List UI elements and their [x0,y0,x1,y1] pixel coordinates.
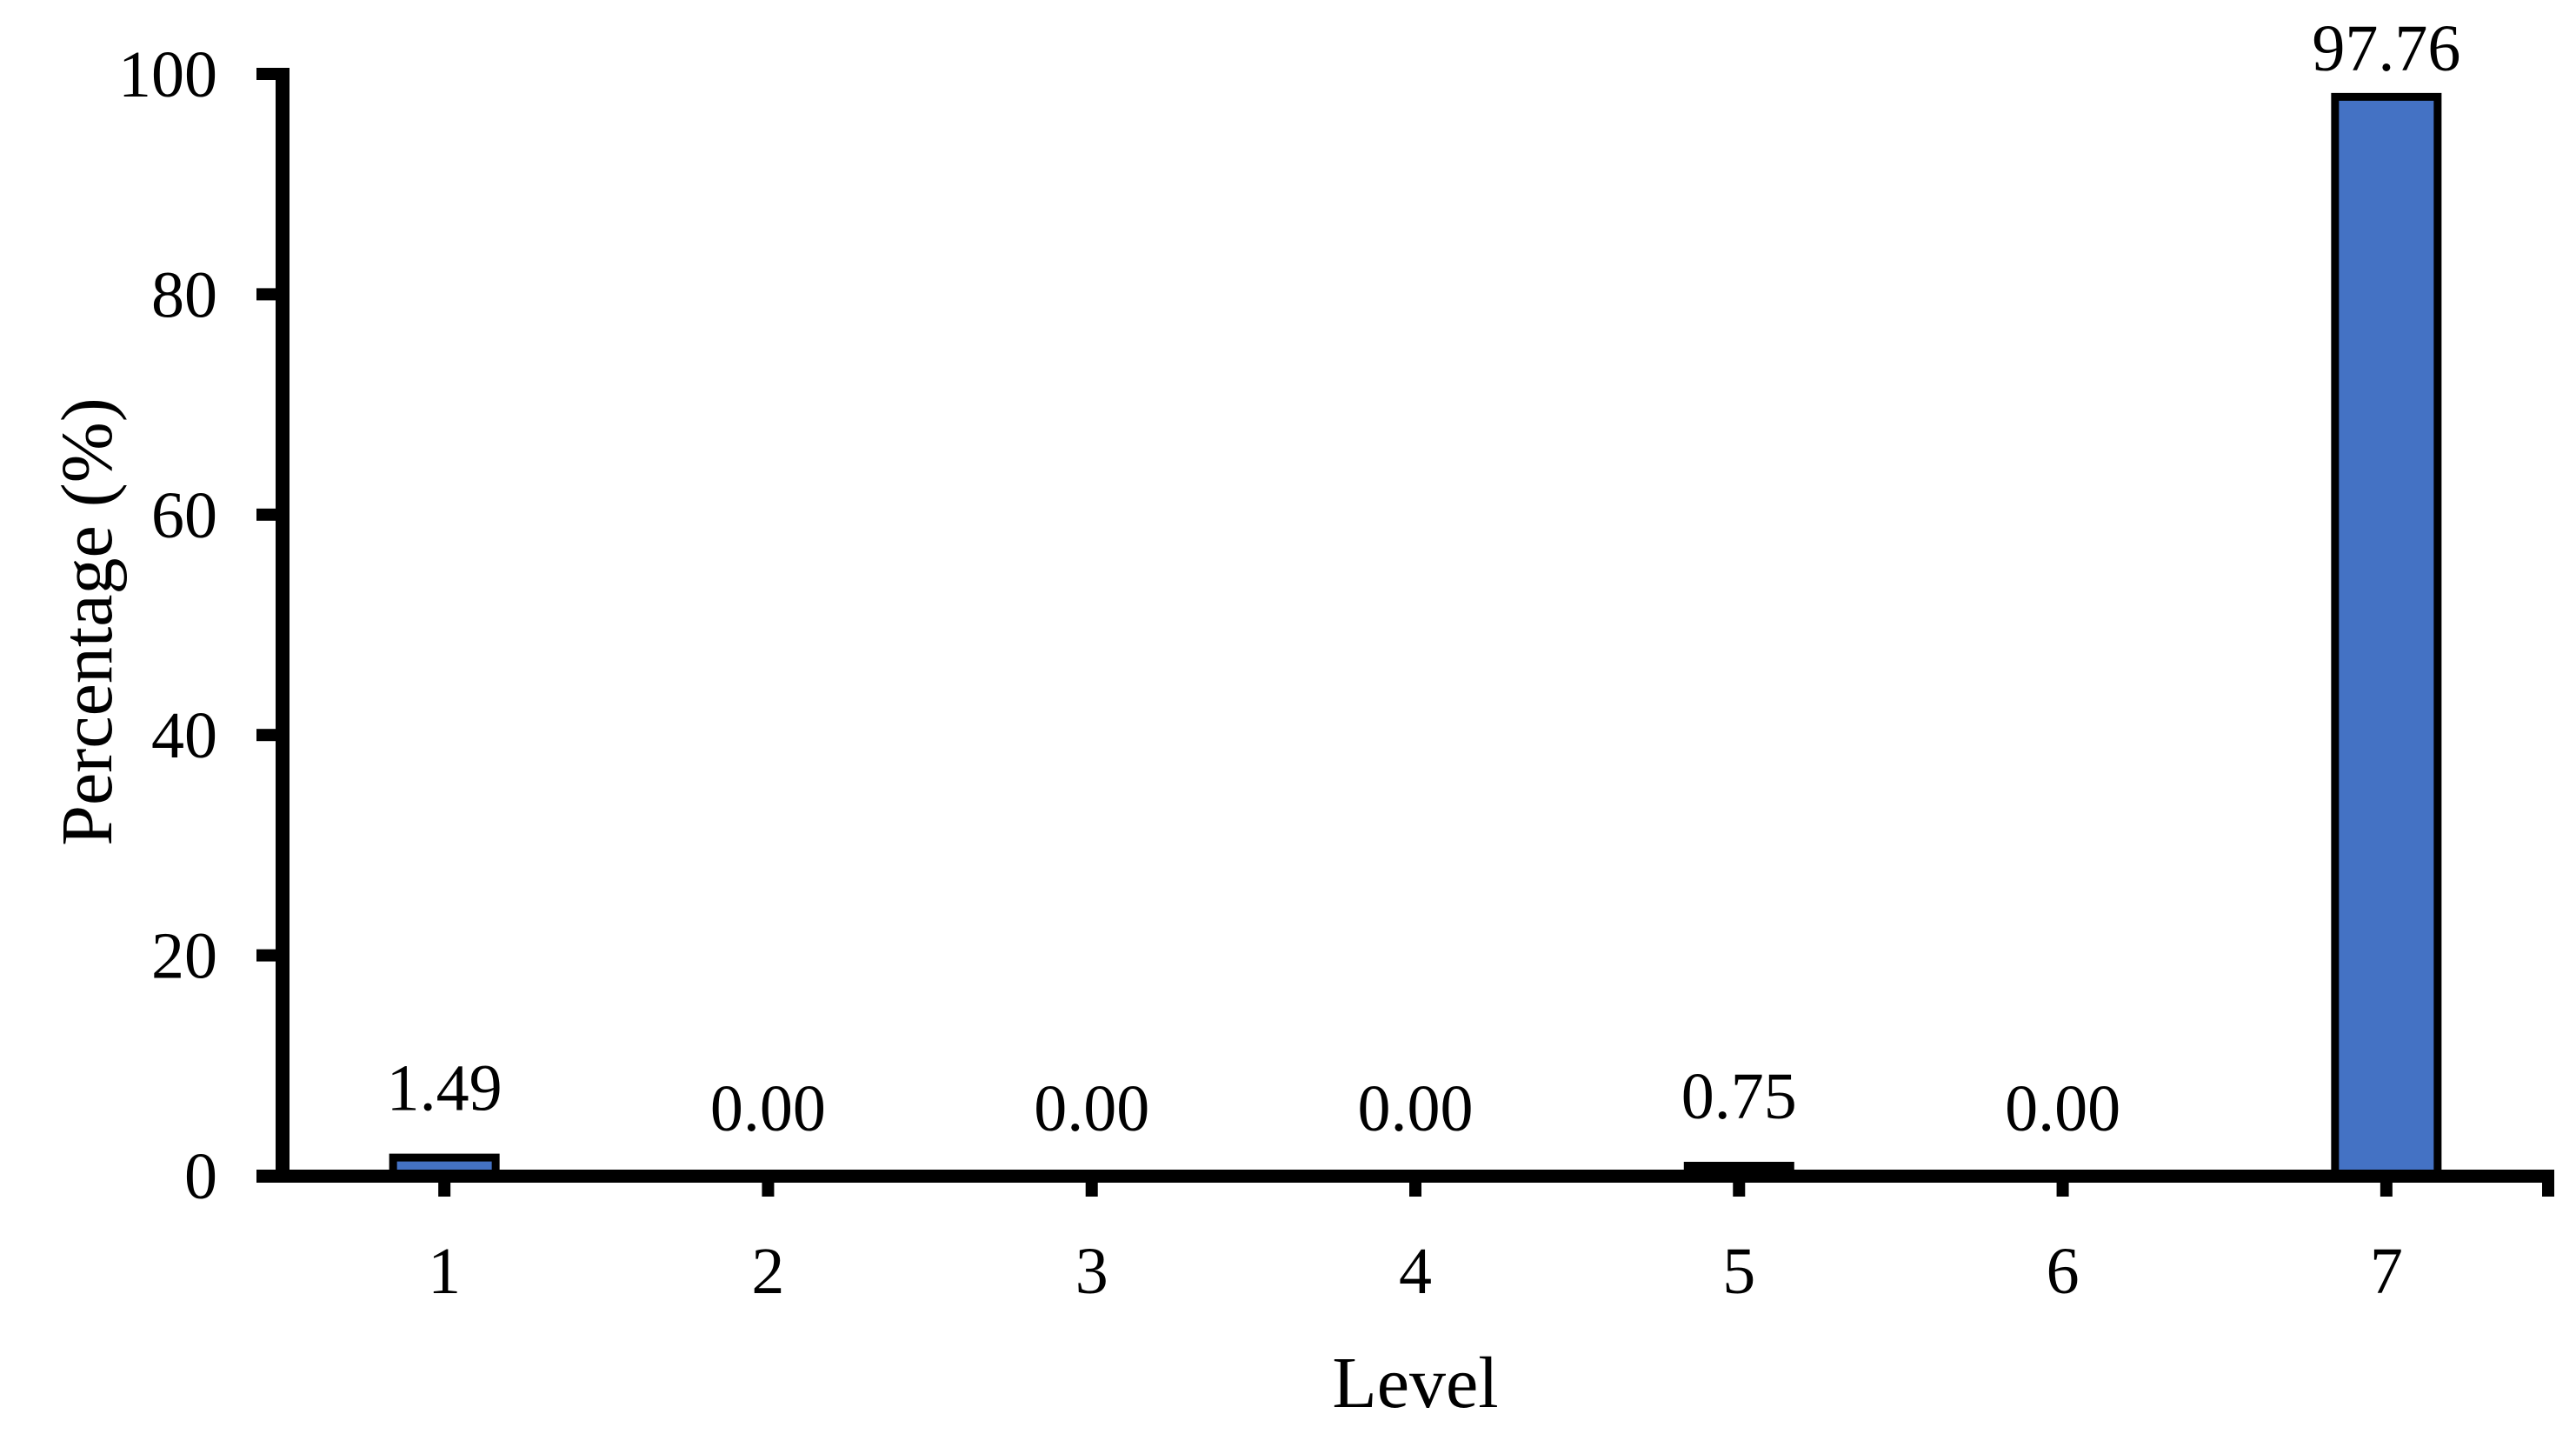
x-tick [762,1170,775,1197]
x-axis-line [256,1170,2554,1183]
value-label-level-2: 0.00 [710,1072,826,1145]
x-tick-label: 7 [2370,1235,2403,1308]
y-tick-label: 60 [151,479,217,552]
y-axis-title: Percentage (%) [47,397,128,845]
x-tick [2380,1170,2393,1197]
y-tick [256,729,276,742]
value-label-level-7: 97.76 [2312,12,2460,85]
value-label-level-1: 1.49 [387,1052,503,1125]
x-tick-label: 1 [428,1235,461,1308]
y-tick [256,949,276,962]
y-tick-label: 0 [184,1140,217,1213]
x-axis-group: 1 2 3 4 5 6 7 [256,1170,2554,1308]
value-label-level-6: 0.00 [2005,1072,2120,1145]
x-tick [1409,1170,1421,1197]
x-tick-label: 2 [751,1235,784,1308]
x-tick [438,1170,451,1197]
y-tick [256,288,276,301]
bars-group [389,92,2442,1178]
y-axis-group: 0 20 40 60 80 100 [118,38,290,1213]
bar-level-7 [2331,92,2442,1178]
y-tick [256,68,276,80]
x-tick-label: 5 [1722,1235,1755,1308]
value-label-level-3: 0.00 [1034,1072,1149,1145]
x-tick [1085,1170,1098,1197]
y-tick-label: 20 [151,920,217,993]
x-axis-title: Level [1332,1343,1498,1424]
x-tick [2056,1170,2069,1197]
x-tick-label: 6 [2047,1235,2080,1308]
y-tick-label: 40 [151,699,217,772]
value-label-level-5: 0.75 [1681,1060,1797,1133]
value-label-level-4: 0.00 [1358,1072,1474,1145]
y-tick [256,508,276,521]
y-axis-line [276,68,290,1183]
y-tick-label: 80 [151,258,217,331]
x-tick [1733,1170,1746,1197]
x-axis-end-tick [2542,1170,2554,1197]
y-tick-label: 100 [118,38,217,111]
x-tick-label: 4 [1399,1235,1432,1308]
value-labels-group: 1.49 0.00 0.00 0.00 0.75 0.00 97.76 [387,12,2461,1145]
x-tick-label: 3 [1075,1235,1108,1308]
